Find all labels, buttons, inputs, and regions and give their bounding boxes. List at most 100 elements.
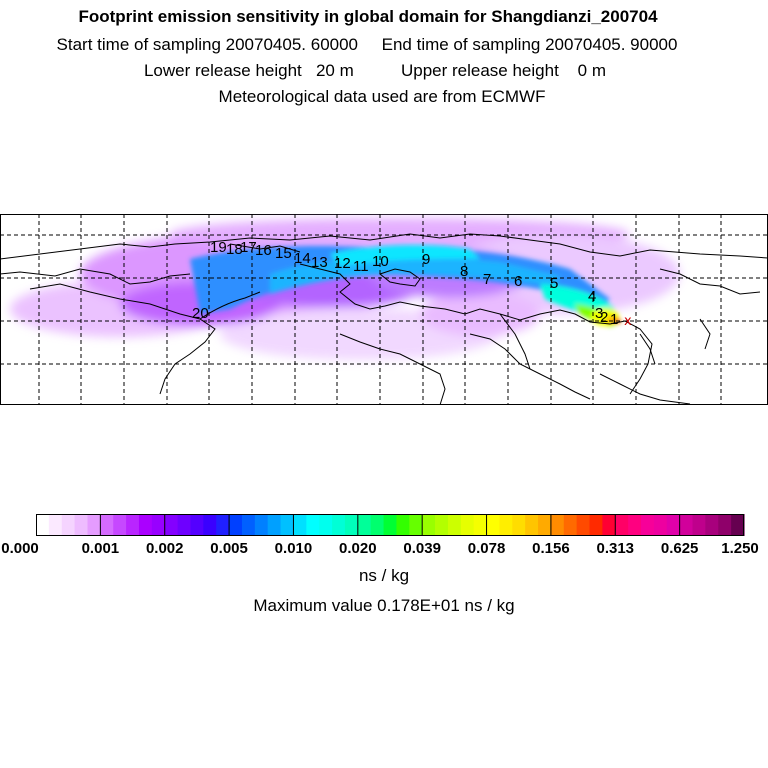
trajectory-label: 8 <box>460 263 468 280</box>
colorbar-tick-label: 0.002 <box>145 540 184 557</box>
colorbar-tick-label: 0.000 <box>1 540 39 557</box>
met-data-text: Meteorological data used are from ECMWF <box>218 87 546 106</box>
colorbar-tick-label: 0.020 <box>339 540 377 557</box>
colorbar-cell <box>267 514 282 536</box>
trajectory-label: 5 <box>550 275 558 292</box>
trajectory-label: 7 <box>483 271 491 288</box>
colorbar-cell <box>357 514 372 536</box>
colorbar-cell <box>36 514 50 536</box>
colorbar-cell <box>602 514 616 536</box>
colorbar-tick-label: 0.078 <box>467 540 506 557</box>
colorbar-cell <box>100 514 114 536</box>
colorbar-cell <box>87 514 101 536</box>
colorbar-tick-label: 1.250 <box>721 540 759 557</box>
colorbar-tick-label: 0.005 <box>210 540 248 557</box>
colorbar-cell <box>499 514 513 536</box>
colorbar-tick-label: 0.039 <box>403 540 441 557</box>
colorbar-cell <box>718 514 732 536</box>
colorbar-cell <box>370 514 385 536</box>
trajectory-label: 3 <box>595 305 603 322</box>
colorbar-cell <box>280 514 295 536</box>
maximum-value-text: Maximum value 0.178E+01 ns / kg <box>253 596 515 615</box>
colorbar-cell <box>460 514 475 536</box>
colorbar-cell <box>473 514 488 536</box>
colorbar-cell <box>435 514 449 536</box>
colorbar-cell <box>422 514 436 536</box>
colorbar-cell <box>486 514 501 536</box>
colorbar-cell <box>705 514 719 536</box>
colorbar-cell <box>666 514 681 536</box>
plot-title: Footprint emission sensitivity in global… <box>78 7 658 26</box>
release-height-text: Lower release height 20 m Upper release … <box>143 61 607 80</box>
receptor-marker: x <box>624 314 632 329</box>
trajectory-label: 4 <box>588 288 596 305</box>
trajectory-label: 12 <box>334 255 351 272</box>
trajectory-label: 11 <box>353 258 369 275</box>
trajectory-label: 20 <box>192 305 209 322</box>
colorbar-cell <box>525 514 539 536</box>
colorbar-cell <box>293 514 307 536</box>
colorbar-cell <box>48 514 63 536</box>
colorbar-cell <box>628 514 642 536</box>
colorbar-cell <box>615 514 629 536</box>
colorbar-cell <box>383 514 398 536</box>
colorbar-cell <box>241 514 256 536</box>
colorbar-cell <box>254 514 269 536</box>
colorbar-cell <box>216 514 230 536</box>
colorbar-tick-label: 0.313 <box>596 540 635 557</box>
colorbar-cell <box>164 514 179 536</box>
colorbar-cell <box>344 514 359 536</box>
trajectory-labels: 1 2 3 4 5 6 7 8 9 10 11 12 13 14 15 16 1… <box>192 239 618 328</box>
trajectory-label: 1 <box>610 311 618 328</box>
trajectory-label: 2 <box>600 309 608 326</box>
trajectory-label: 9 <box>422 251 430 268</box>
colorbar-cell <box>538 514 552 536</box>
trajectory-label: 16 <box>255 242 272 259</box>
colorbar-cell <box>679 514 694 536</box>
trajectory-label: 13 <box>311 254 328 271</box>
colorbar-cell <box>203 514 217 536</box>
colorbar-tick-label: 0.625 <box>660 540 699 557</box>
sensitivity-field <box>10 218 680 360</box>
trajectory-label: 17 <box>240 239 257 256</box>
colorbar-cell <box>653 514 668 536</box>
colorbar-cell <box>589 514 603 536</box>
colorbar-units: ns / kg <box>358 566 410 585</box>
colorbar-cell <box>61 514 76 536</box>
colorbar-cell <box>396 514 410 536</box>
footprint-map: 1 2 3 4 5 6 7 8 9 10 11 12 13 14 15 16 1… <box>0 214 768 405</box>
colorbar-cell <box>229 514 243 536</box>
colorbar-cell <box>550 514 565 536</box>
colorbar-cell <box>151 514 166 536</box>
trajectory-label: 6 <box>514 273 522 290</box>
colorbar-tick-label: 0.156 <box>532 540 570 557</box>
trajectory-label: 10 <box>372 253 389 270</box>
sampling-time-text: Start time of sampling 20070405. 60000 E… <box>56 35 678 54</box>
trajectory-label: 19 <box>210 239 227 256</box>
colorbar-cell <box>332 514 346 536</box>
colorbar-cell <box>319 514 333 536</box>
colorbar-tick-label: 0.010 <box>274 540 313 557</box>
colorbar-border <box>36 514 744 536</box>
colorbar-cell <box>731 514 745 536</box>
colorbar-cell <box>409 514 423 536</box>
colorbar-cell <box>74 514 89 536</box>
colorbar-cell <box>563 514 578 536</box>
colorbar-cell <box>512 514 526 536</box>
lat-lon-grid <box>0 214 768 405</box>
trajectory-label: 15 <box>275 245 292 262</box>
colorbar-cell <box>126 514 140 536</box>
colorbar <box>36 514 745 536</box>
trajectory-label: 18 <box>226 241 243 258</box>
colorbar-tick-label: 0.001 <box>81 540 120 557</box>
colorbar-cell <box>113 514 127 536</box>
colorbar-cell <box>447 514 462 536</box>
colorbar-cell <box>177 514 192 536</box>
colorbar-cell <box>306 514 320 536</box>
colorbar-cell <box>641 514 655 536</box>
trajectory-label: 14 <box>294 250 311 267</box>
colorbar-cell <box>576 514 591 536</box>
coastlines <box>0 233 768 405</box>
colorbar-cell <box>138 514 153 536</box>
colorbar-cell <box>692 514 706 536</box>
